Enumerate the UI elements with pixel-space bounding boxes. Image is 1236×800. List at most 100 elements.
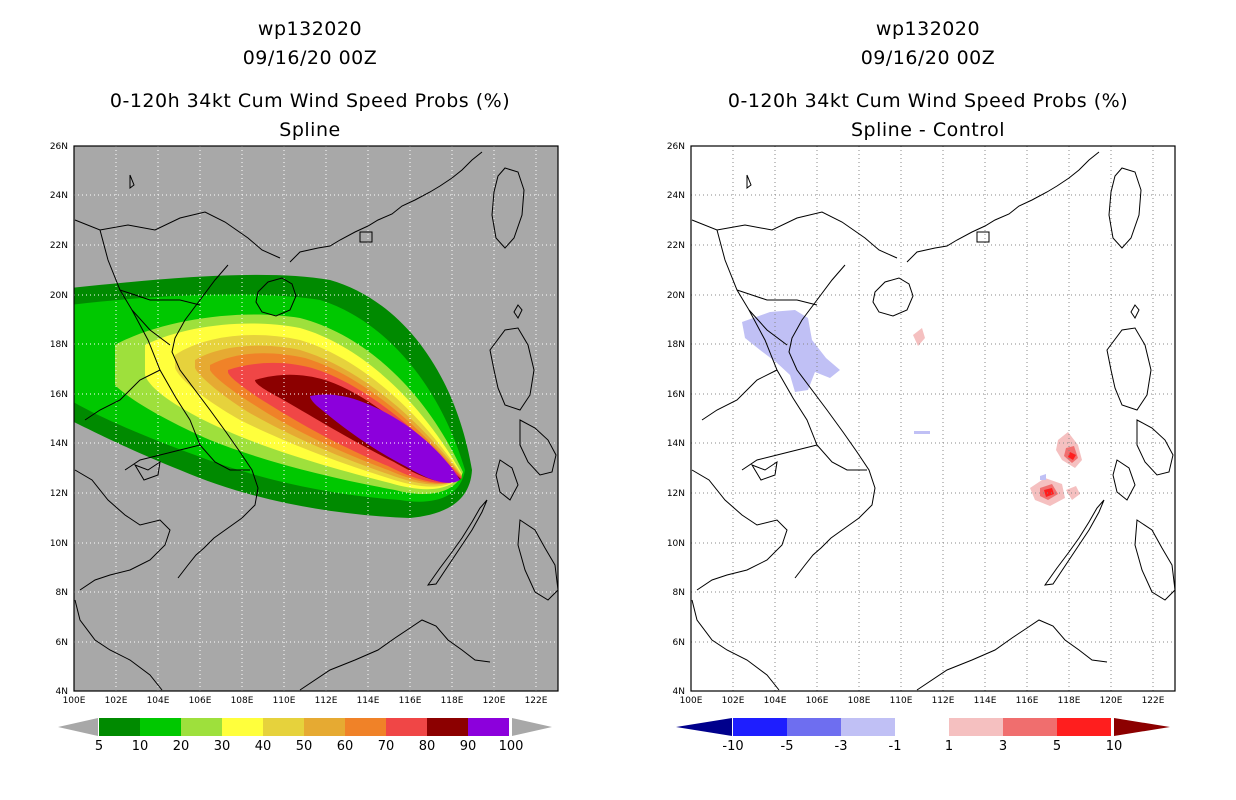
- lon-label: 114E: [974, 696, 997, 706]
- colorbar-end-right: [512, 718, 552, 736]
- lat-label: 4N: [56, 687, 68, 697]
- colorbar-end-left: [58, 718, 98, 736]
- panel-subtitle: Spline: [279, 119, 341, 141]
- lat-label: 12N: [667, 489, 685, 499]
- colorbar-swatch: [895, 718, 949, 736]
- lat-label: 10N: [667, 539, 685, 549]
- colorbar-labels: -10 -5 -3 -1 1 3 5 10: [722, 739, 1122, 754]
- colorbar-swatch: [427, 718, 468, 736]
- lon-label: 118E: [441, 696, 464, 706]
- colorbar-label: 5: [95, 739, 103, 754]
- negative-anomaly: [1040, 474, 1046, 480]
- lat-label: 26N: [50, 142, 68, 152]
- lon-label: 108E: [231, 696, 254, 706]
- date-time: 09/16/20 00Z: [860, 47, 996, 69]
- lat-label: 22N: [667, 241, 685, 251]
- ocean-background: [691, 146, 1175, 691]
- colorbar-label: 50: [296, 739, 313, 754]
- graticule: [691, 146, 1175, 691]
- lat-label: 16N: [667, 390, 685, 400]
- map-frame: [73, 145, 559, 692]
- lat-label: 26N: [667, 142, 685, 152]
- lon-label: 112E: [315, 696, 338, 706]
- right-map-panel: 4N 6N 8N 10N 12N 14N 16N 18N 20N 22N 24N…: [667, 142, 1176, 754]
- lat-axis-labels: 4N 6N 8N 10N 12N 14N 16N 18N 20N 22N 24N…: [667, 142, 685, 697]
- colorbar-label: 30: [214, 739, 231, 754]
- colorbar-swatch: [181, 718, 222, 736]
- colorbar-labels: 5 10 20 30 40 50 60 70 80 90 100: [95, 739, 524, 754]
- colorbar-swatch: [263, 718, 304, 736]
- probability-colorbar: [58, 718, 552, 736]
- colorbar-label: -10: [722, 739, 743, 754]
- panel-subtitle: Spline - Control: [850, 119, 1006, 141]
- lat-label: 8N: [56, 588, 68, 598]
- colorbar-swatch: [733, 718, 787, 736]
- product-title: 0-120h 34kt Cum Wind Speed Probs (%): [109, 90, 511, 112]
- storm-id: wp132020: [875, 18, 981, 40]
- colorbar-label: 70: [378, 739, 395, 754]
- lon-label: 102E: [105, 696, 128, 706]
- colorbar-swatch: [841, 718, 895, 736]
- lon-label: 104E: [764, 696, 787, 706]
- lat-label: 14N: [50, 439, 68, 449]
- lon-label: 110E: [890, 696, 913, 706]
- lon-label: 116E: [1016, 696, 1039, 706]
- difference-field: [742, 310, 1082, 506]
- lat-label: 24N: [667, 191, 685, 201]
- lon-label: 120E: [483, 696, 506, 706]
- lon-label: 122E: [525, 696, 548, 706]
- lat-label: 22N: [50, 241, 68, 251]
- negative-anomaly: [742, 310, 840, 392]
- difference-colorbar: [676, 718, 1170, 736]
- lon-label: 100E: [680, 696, 703, 706]
- lat-label: 4N: [673, 687, 685, 697]
- colorbar-swatch: [949, 718, 1003, 736]
- lon-label: 112E: [932, 696, 955, 706]
- left-map-panel: 4N 6N 8N 10N 12N 14N 16N 18N 20N 22N 24N…: [50, 142, 559, 754]
- lon-label: 102E: [722, 696, 745, 706]
- graticule: [74, 146, 558, 691]
- lon-label: 106E: [806, 696, 829, 706]
- lat-label: 24N: [50, 191, 68, 201]
- lon-label: 104E: [147, 696, 170, 706]
- positive-anomaly: [1068, 452, 1076, 460]
- lon-axis-labels: 100E 102E 104E 106E 108E 110E 112E 114E …: [63, 696, 548, 706]
- lat-label: 8N: [673, 588, 685, 598]
- colorbar-swatch: [222, 718, 263, 736]
- colorbar-swatch: [345, 718, 386, 736]
- lat-label: 20N: [667, 291, 685, 301]
- lat-label: 20N: [50, 291, 68, 301]
- positive-anomaly: [1044, 488, 1054, 497]
- lat-label: 16N: [50, 390, 68, 400]
- colorbar-swatch: [386, 718, 427, 736]
- colorbar-label: -3: [835, 739, 848, 754]
- left-panel-title: wp132020 09/16/20 00Z 0-120h 34kt Cum Wi…: [40, 15, 580, 145]
- colorbar-swatch: [304, 718, 345, 736]
- colorbar-swatch: [99, 718, 140, 736]
- lat-label: 18N: [50, 340, 68, 350]
- colorbar-label: 20: [173, 739, 190, 754]
- lat-axis-labels: 4N 6N 8N 10N 12N 14N 16N 18N 20N 22N 24N…: [50, 142, 68, 697]
- positive-anomaly: [913, 328, 925, 346]
- lat-label: 12N: [50, 489, 68, 499]
- negative-anomaly: [914, 431, 930, 434]
- positive-anomaly: [1066, 486, 1080, 500]
- colorbar-label: 1: [945, 739, 953, 754]
- lon-label: 108E: [848, 696, 871, 706]
- colorbar-swatch: [1003, 718, 1057, 736]
- probability-swath: [74, 274, 472, 518]
- lon-label: 116E: [399, 696, 422, 706]
- lon-axis-labels: 100E 102E 104E 106E 108E 110E 112E 114E …: [680, 696, 1165, 706]
- colorbar-swatch: [787, 718, 841, 736]
- lon-label: 106E: [189, 696, 212, 706]
- product-title: 0-120h 34kt Cum Wind Speed Probs (%): [727, 90, 1129, 112]
- lon-label: 110E: [273, 696, 296, 706]
- lon-label: 100E: [63, 696, 86, 706]
- colorbar-label: 40: [255, 739, 272, 754]
- colorbar-label: 10: [1106, 739, 1123, 754]
- lat-label: 6N: [673, 638, 685, 648]
- colorbar-label: 5: [1053, 739, 1061, 754]
- colorbar-label: 90: [460, 739, 477, 754]
- right-panel-title: wp132020 09/16/20 00Z 0-120h 34kt Cum Wi…: [658, 15, 1198, 145]
- colorbar-label: 10: [132, 739, 149, 754]
